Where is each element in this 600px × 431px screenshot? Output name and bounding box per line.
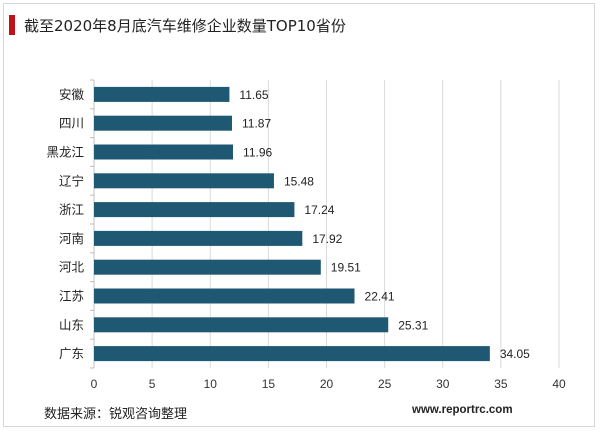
bar-1 — [94, 86, 230, 102]
x-tick-label: 40 — [552, 377, 566, 391]
bar-9 — [94, 317, 389, 333]
bar-6 — [94, 230, 303, 246]
data-source: 数据来源：锐观咨询整理 — [44, 407, 188, 422]
value-label: 11.96 — [243, 146, 272, 160]
x-tick-label: 30 — [436, 377, 450, 391]
website-url: www.reportrc.com — [412, 404, 513, 416]
x-tick-label: 25 — [378, 377, 392, 391]
category-label: 江苏 — [59, 289, 84, 304]
x-tick-label: 0 — [91, 377, 98, 391]
chart-title: 截至2020年8月底汽车维修企业数量TOP10省份 — [24, 16, 346, 35]
x-tick-label: 5 — [149, 377, 156, 391]
value-label: 22.41 — [365, 290, 395, 304]
x-tick-label: 15 — [262, 377, 276, 391]
category-label: 辽宁 — [59, 173, 84, 188]
bar-5 — [94, 202, 295, 218]
category-label: 四川 — [59, 116, 84, 131]
category-label: 河南 — [59, 231, 84, 246]
category-label: 广东 — [59, 346, 84, 361]
title-accent-bar — [9, 15, 15, 35]
value-label: 25.31 — [398, 318, 428, 332]
value-label: 15.48 — [284, 174, 314, 188]
category-label: 山东 — [59, 317, 84, 332]
category-label: 浙江 — [59, 202, 84, 217]
category-label: 安徽 — [59, 87, 85, 102]
value-label: 17.92 — [312, 232, 342, 246]
bar-7 — [94, 259, 321, 275]
bar-10 — [94, 346, 490, 362]
value-label: 17.24 — [304, 203, 334, 217]
value-label: 11.65 — [239, 88, 268, 102]
x-tick-label: 20 — [320, 377, 334, 391]
value-label: 19.51 — [331, 261, 361, 275]
value-label: 11.87 — [242, 117, 271, 131]
value-label: 34.05 — [500, 347, 530, 361]
bar-4 — [94, 173, 274, 189]
title-bar: 截至2020年8月底汽车维修企业数量TOP10省份 — [9, 14, 346, 36]
x-tick-label: 35 — [494, 377, 508, 391]
bar-2 — [94, 115, 232, 131]
bar-3 — [94, 144, 234, 160]
category-label: 黑龙江 — [46, 145, 84, 160]
bar-8 — [94, 288, 355, 304]
x-tick-label: 10 — [204, 377, 218, 391]
category-label: 河北 — [59, 260, 85, 275]
